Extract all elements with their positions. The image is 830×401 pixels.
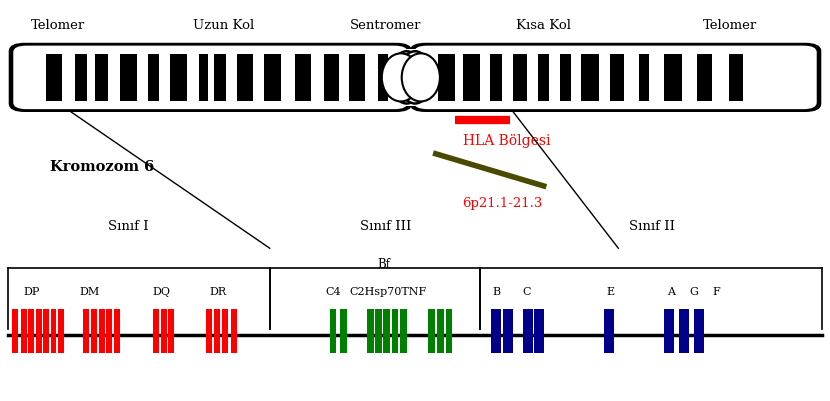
Bar (639, 55, 649, 102)
Text: G: G (690, 287, 698, 297)
FancyBboxPatch shape (411, 45, 820, 111)
Bar (503, 309, 513, 353)
Ellipse shape (382, 54, 420, 102)
Bar (437, 309, 444, 353)
Bar (264, 55, 281, 102)
Text: Kısa Kol: Kısa Kol (516, 19, 571, 32)
Bar (51, 309, 56, 353)
Text: Sentromer: Sentromer (350, 19, 422, 32)
Bar (664, 55, 682, 102)
Bar (148, 55, 159, 102)
Bar (340, 309, 347, 353)
Bar (99, 309, 105, 353)
Text: Telomer: Telomer (703, 19, 758, 32)
Bar (604, 309, 614, 353)
Bar (199, 55, 208, 102)
Bar (729, 55, 743, 102)
Bar (153, 309, 159, 353)
Text: Uzun Kol: Uzun Kol (193, 19, 255, 32)
Bar (120, 55, 137, 102)
Bar (560, 55, 571, 102)
Text: 6p21.1-21.3: 6p21.1-21.3 (462, 196, 542, 209)
Text: DR: DR (210, 287, 227, 297)
Bar (697, 55, 712, 102)
Bar (330, 309, 336, 353)
FancyBboxPatch shape (414, 47, 817, 110)
Bar (378, 55, 388, 102)
Bar (114, 309, 120, 353)
Bar (463, 55, 480, 102)
Bar (91, 309, 97, 353)
Text: Bf: Bf (378, 258, 391, 271)
Bar (375, 309, 382, 353)
Bar (43, 309, 49, 353)
Bar (534, 309, 544, 353)
Bar (383, 309, 390, 353)
Text: E: E (606, 287, 614, 297)
Bar (295, 55, 311, 102)
Bar (390, 50, 432, 106)
FancyBboxPatch shape (10, 45, 411, 111)
Bar (400, 309, 407, 353)
Bar (490, 55, 502, 102)
Bar (523, 309, 533, 353)
Text: DM: DM (80, 287, 100, 297)
Bar (168, 309, 174, 353)
Ellipse shape (390, 52, 423, 104)
Text: DP: DP (23, 287, 40, 297)
Bar (538, 55, 549, 102)
Bar (349, 55, 365, 102)
Bar (170, 55, 187, 102)
Text: C: C (523, 287, 531, 297)
Text: B: B (492, 287, 500, 297)
Bar (46, 55, 62, 102)
Bar (367, 309, 374, 353)
Bar (392, 309, 398, 353)
Bar (428, 309, 435, 353)
Text: F: F (712, 287, 720, 297)
Text: Sınıf III: Sınıf III (360, 220, 412, 233)
Text: C2Hsp70TNF: C2Hsp70TNF (349, 287, 427, 297)
Text: Telomer: Telomer (31, 19, 85, 32)
Text: Sınıf II: Sınıf II (628, 220, 675, 233)
Bar (28, 309, 34, 353)
Bar (694, 309, 704, 353)
Bar (581, 55, 599, 102)
Bar (12, 309, 18, 353)
Bar (610, 55, 624, 102)
Bar (324, 55, 339, 102)
Text: C4: C4 (326, 287, 341, 297)
Bar (161, 309, 167, 353)
Bar (231, 309, 237, 353)
Bar (36, 309, 42, 353)
Bar (237, 55, 253, 102)
Bar (83, 309, 89, 353)
Text: Sınıf I: Sınıf I (109, 220, 149, 233)
Bar (446, 309, 452, 353)
Bar (679, 309, 689, 353)
Bar (95, 55, 108, 102)
Ellipse shape (402, 54, 440, 102)
Bar (206, 309, 212, 353)
Ellipse shape (398, 52, 432, 104)
Bar (75, 55, 87, 102)
Bar (664, 309, 674, 353)
Bar (222, 309, 228, 353)
Bar (513, 55, 527, 102)
Bar (214, 309, 220, 353)
Text: A: A (666, 287, 675, 297)
Bar (214, 55, 226, 102)
Bar (106, 309, 112, 353)
Bar (21, 309, 27, 353)
Bar (58, 309, 64, 353)
Text: DQ: DQ (153, 287, 171, 297)
Bar (438, 55, 455, 102)
Text: HLA Bölgesi: HLA Bölgesi (462, 134, 550, 147)
FancyBboxPatch shape (13, 47, 408, 110)
Bar (491, 309, 501, 353)
Text: Kromozom 6: Kromozom 6 (50, 160, 154, 173)
